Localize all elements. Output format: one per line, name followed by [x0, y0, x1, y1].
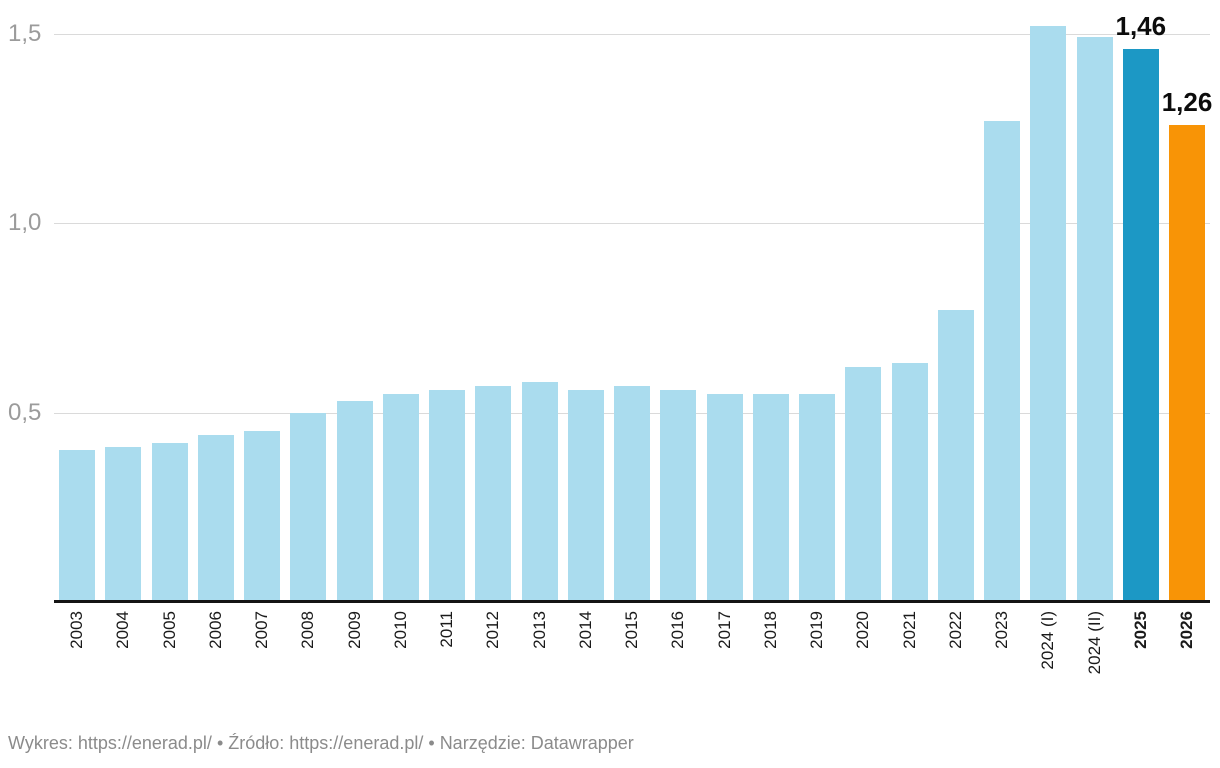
bar-2023[interactable] — [984, 120, 1020, 602]
bar-2020[interactable] — [845, 367, 882, 602]
bar-2016[interactable] — [660, 389, 697, 602]
bar-2006[interactable] — [197, 435, 234, 602]
bar-2013[interactable] — [521, 382, 558, 602]
footer-chart-label: Wykres: — [8, 733, 78, 753]
x-axis-label-2022: 2022 — [945, 611, 965, 649]
value-label-2026: 1,26 — [1161, 86, 1213, 117]
footer-separator: • — [423, 733, 440, 753]
bar-2007[interactable] — [244, 431, 280, 602]
bar-2022[interactable] — [937, 310, 974, 602]
x-axis-label-2024-ii: 2024 (II) — [1084, 611, 1104, 675]
footer-separator: • — [211, 733, 229, 753]
gridline-1-0 — [54, 223, 1210, 224]
footer-source-label: Źródło: — [228, 733, 290, 753]
x-axis-label-2012: 2012 — [483, 611, 503, 649]
footer-chart-link[interactable]: https://enerad.pl/ — [77, 733, 212, 753]
footer-tool-link[interactable]: Datawrapper — [530, 733, 634, 753]
bar-2024-i[interactable] — [1030, 25, 1067, 602]
x-axis-label-2019: 2019 — [807, 611, 826, 649]
x-axis-label-2011: 2011 — [437, 611, 456, 648]
bar-2004[interactable] — [105, 446, 142, 602]
x-axis-label-2024-i: 2024 (I) — [1038, 611, 1058, 670]
bar-2014[interactable] — [567, 389, 604, 602]
bar-2011[interactable] — [429, 389, 465, 602]
value-label-2025: 1,46 — [1115, 10, 1167, 41]
x-axis-label-2014: 2014 — [575, 611, 595, 649]
bar-2024-ii[interactable] — [1076, 37, 1113, 602]
bar-2019[interactable] — [799, 393, 835, 602]
bar-2010[interactable] — [382, 393, 419, 602]
bar-2021[interactable] — [891, 363, 928, 602]
x-axis-label-2009: 2009 — [344, 611, 364, 649]
x-axis-label-2023: 2023 — [992, 611, 1011, 649]
attribution-footer: Wykres: https://enerad.pl/ • Źródło: htt… — [8, 731, 634, 755]
x-axis-label-2026: 2026 — [1177, 611, 1196, 649]
x-axis-label-2003: 2003 — [67, 611, 86, 649]
x-axis-label-2025: 2025 — [1130, 611, 1150, 649]
bar-2008[interactable] — [290, 412, 327, 602]
y-axis-tick-1-0: 1,0 — [8, 209, 42, 236]
x-axis-label-2010: 2010 — [390, 611, 410, 649]
bar-2003[interactable] — [59, 450, 95, 602]
bar-2005[interactable] — [151, 442, 188, 602]
bar-2017[interactable] — [706, 393, 743, 602]
y-axis-tick-0-5: 0,5 — [8, 398, 42, 426]
bar-2025[interactable] — [1122, 48, 1159, 602]
y-axis-tick-1-5: 1,5 — [8, 19, 42, 47]
x-axis-label-2017: 2017 — [714, 611, 734, 649]
x-axis-label-2007: 2007 — [252, 611, 271, 649]
gridline-1-5 — [54, 33, 1210, 35]
x-axis-label-2004: 2004 — [113, 611, 133, 649]
x-axis-label-2016: 2016 — [668, 611, 688, 649]
bar-2026[interactable] — [1169, 124, 1205, 602]
x-axis-label-2006: 2006 — [205, 611, 225, 649]
bar-2015[interactable] — [614, 386, 650, 602]
footer-source-link[interactable]: https://enerad.pl/ — [289, 733, 424, 753]
x-axis-line — [54, 600, 1210, 603]
x-axis-label-2008: 2008 — [298, 611, 318, 649]
x-axis-label-2018: 2018 — [760, 611, 780, 649]
bar-2012[interactable] — [475, 386, 512, 602]
x-axis-label-2005: 2005 — [159, 611, 179, 649]
x-axis-label-2020: 2020 — [853, 611, 873, 649]
footer-tool-label: Narzędzie: — [439, 733, 531, 753]
x-axis-label-2015: 2015 — [622, 611, 641, 649]
x-axis-label-2021: 2021 — [899, 611, 919, 649]
bar-2009[interactable] — [336, 401, 373, 602]
bar-2018[interactable] — [752, 393, 789, 602]
x-axis-label-2013: 2013 — [529, 611, 549, 649]
